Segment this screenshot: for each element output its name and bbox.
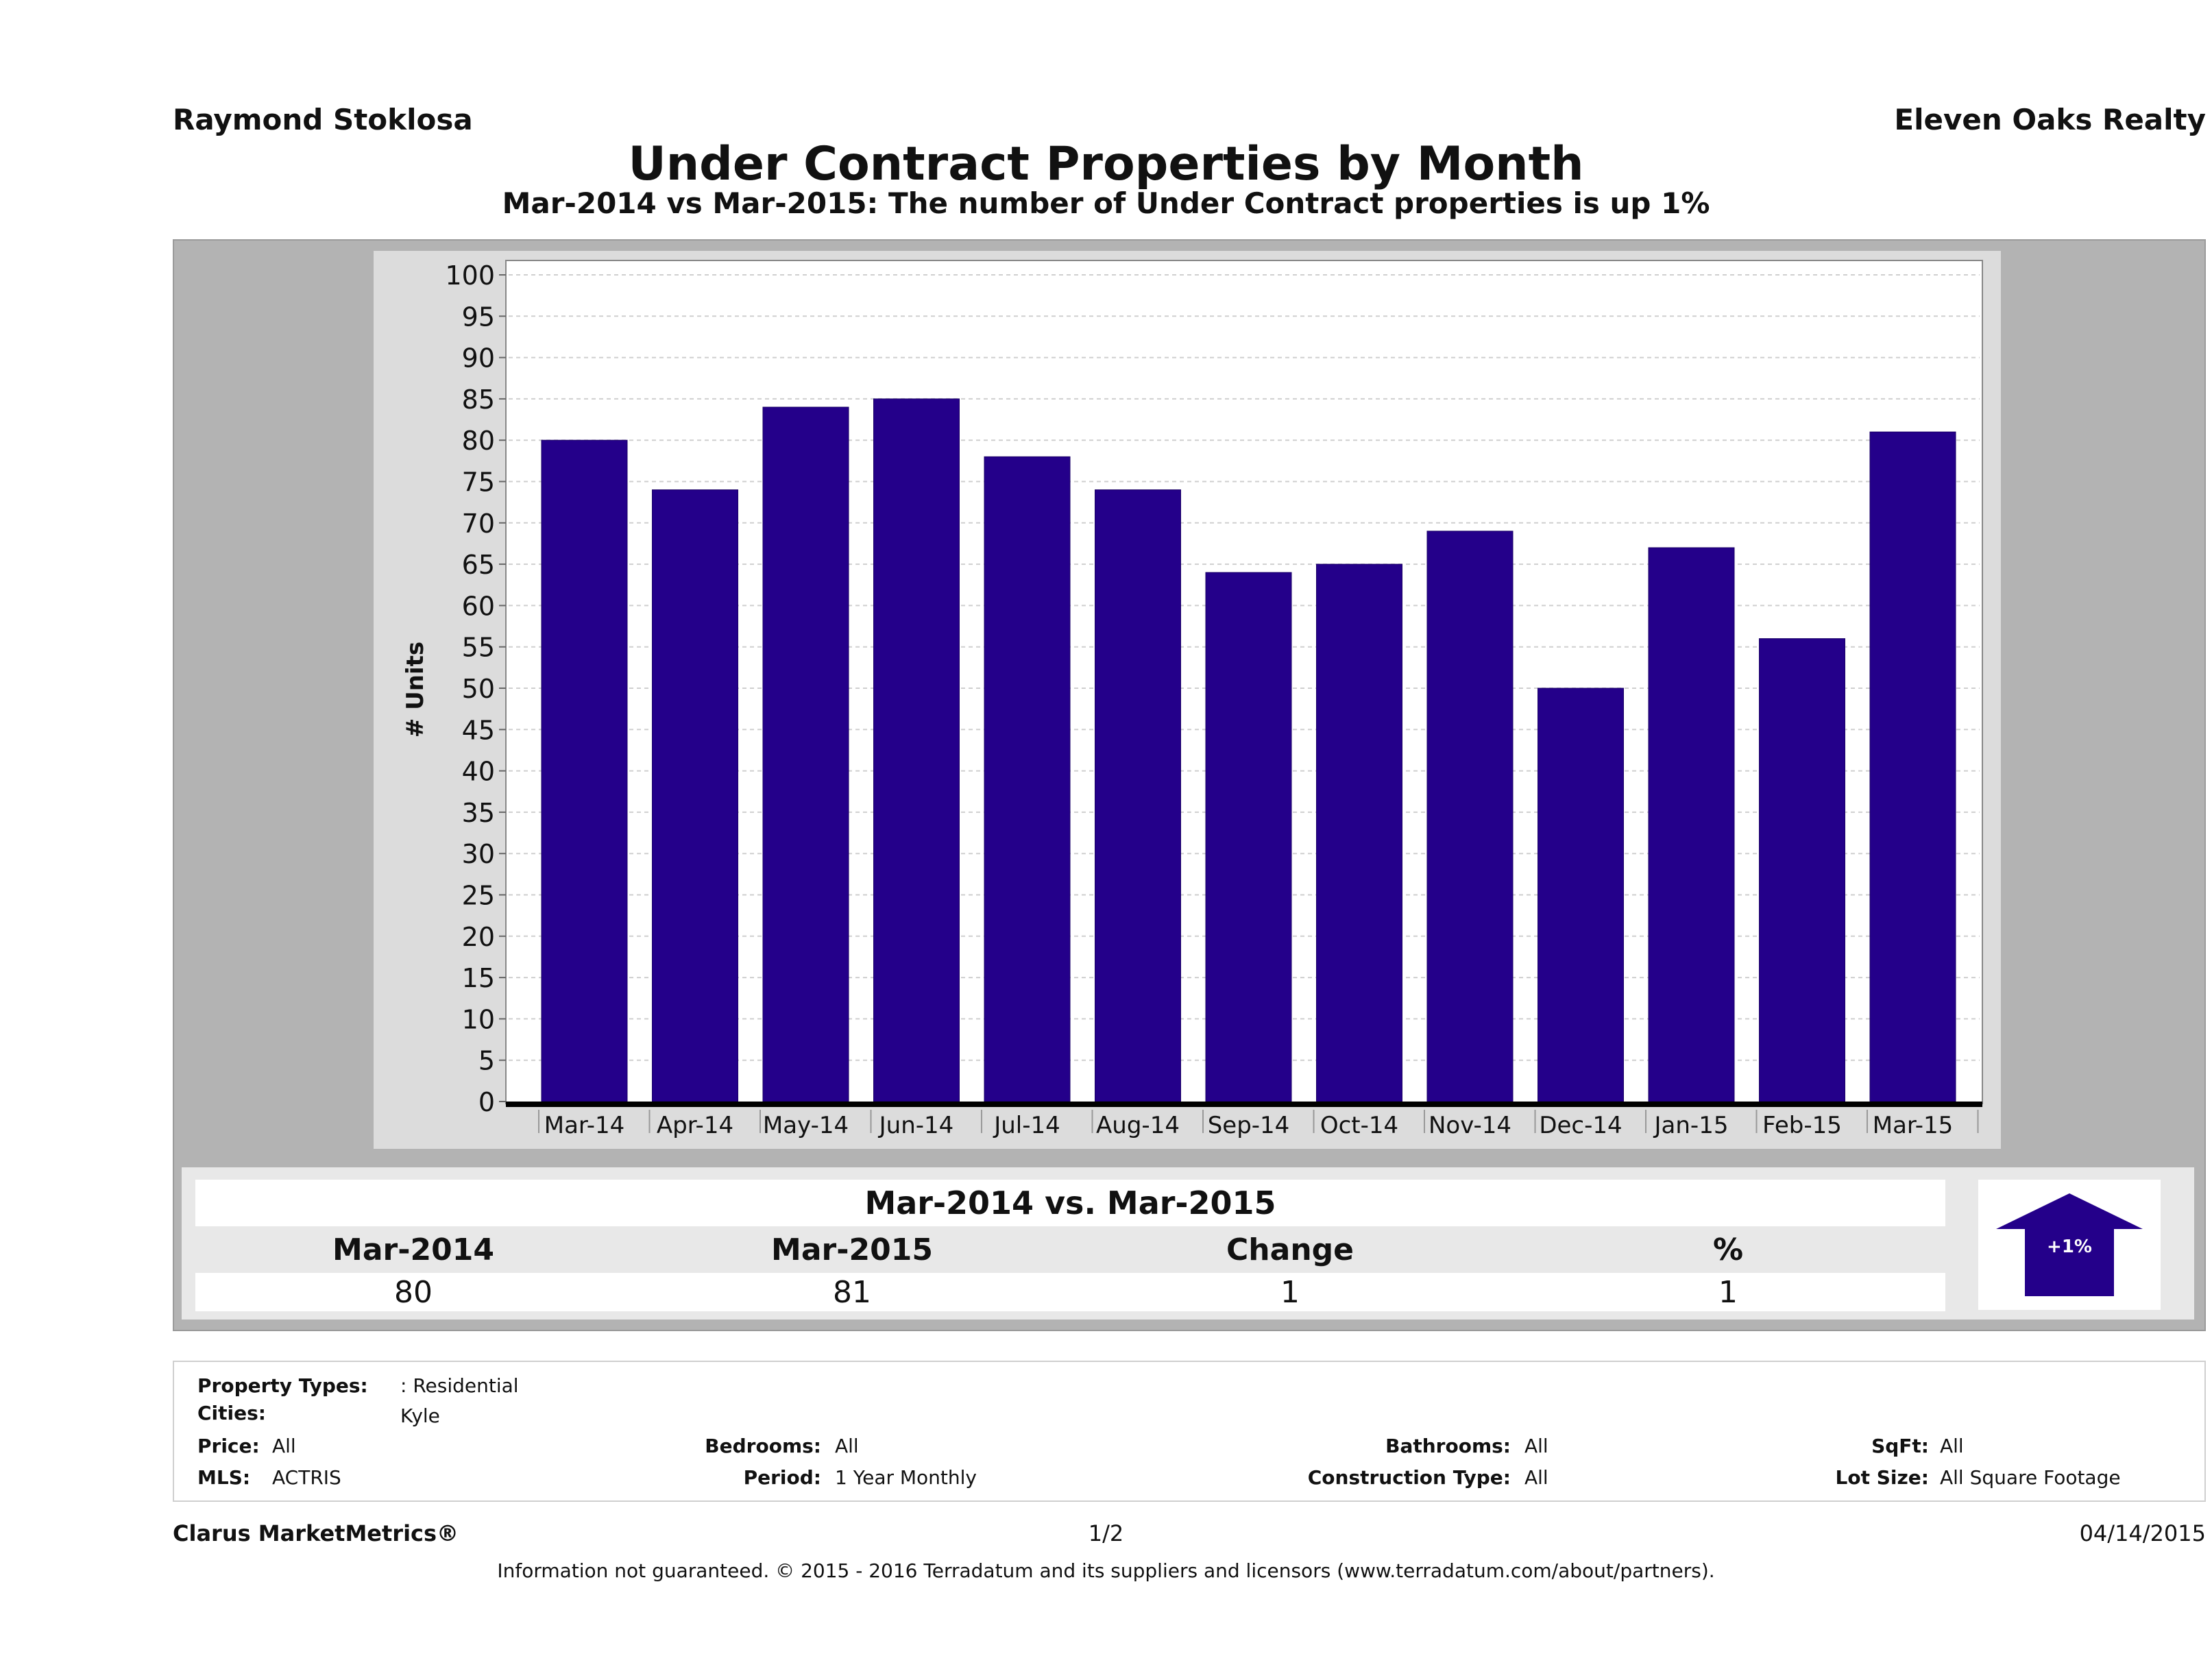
price-label: Price: [197, 1435, 260, 1457]
y-tick-label: 85 [462, 385, 495, 415]
bar-dec-14 [1538, 688, 1624, 1102]
x-tick-label: Sep-14 [1208, 1112, 1290, 1139]
construction-type-label: Construction Type: [1307, 1466, 1511, 1489]
filter-criteria: Property Types: : Residential Cities: Ky… [173, 1361, 2206, 1502]
y-tick-label: 20 [462, 922, 495, 952]
summary-value-mar-2014: 80 [394, 1275, 433, 1310]
bar-jul-14 [984, 456, 1071, 1102]
summary-header-mar-2014: Mar-2014 [332, 1232, 494, 1267]
x-tick-label: Aug-14 [1096, 1112, 1180, 1139]
property-types-label: Property Types: [197, 1374, 368, 1397]
bar-jan-15 [1648, 547, 1735, 1102]
change-indicator: +1% [1978, 1180, 2161, 1310]
x-tick-label: Jan-15 [1653, 1112, 1729, 1139]
bar-may-14 [762, 406, 849, 1102]
x-tick-label: Jul-14 [993, 1112, 1060, 1139]
mls-label: MLS: [197, 1466, 251, 1489]
bar-nov-14 [1426, 531, 1514, 1102]
y-tick-label: 30 [462, 839, 495, 869]
cities-label: Cities: [197, 1402, 266, 1424]
y-tick-label: 100 [445, 260, 495, 291]
price-value: All [272, 1435, 296, 1457]
summary-header-row [195, 1228, 1945, 1272]
summary-value-mar-2015: 81 [833, 1275, 871, 1310]
summary-header-change: Change [1226, 1232, 1354, 1267]
x-tick-label: Mar-14 [544, 1112, 625, 1139]
summary-value-change: 1 [1280, 1275, 1300, 1310]
bars [541, 398, 1956, 1102]
company-name: Eleven Oaks Realty [1894, 103, 2206, 136]
y-tick-label: 40 [462, 757, 495, 787]
y-tick-label: 55 [462, 633, 495, 663]
sqft-value: All [1940, 1435, 1964, 1457]
period-label: Period: [743, 1466, 821, 1489]
y-tick-label: 90 [462, 343, 495, 374]
bar-oct-14 [1316, 563, 1402, 1102]
y-tick-label: 15 [462, 963, 495, 993]
y-tick-label: 50 [462, 674, 495, 704]
up-arrow-icon: +1% [1996, 1193, 2143, 1296]
y-tick-label: 80 [462, 426, 495, 456]
y-axis: 0 5 10 15 20 25 30 35 40 45 50 55 60 65 70 75 80 85 90 95 10… [445, 260, 506, 1117]
bathrooms-label: Bathrooms: [1385, 1435, 1511, 1457]
page-number: 1/2 [1088, 1520, 1124, 1546]
summary-value-percent: 1 [1718, 1275, 1738, 1310]
y-tick-label: 60 [462, 591, 495, 621]
summary-value-row [195, 1273, 1945, 1311]
cities-value: Kyle [400, 1405, 440, 1427]
brand-footer: Clarus MarketMetrics® [173, 1520, 459, 1546]
x-tick-label: May-14 [763, 1112, 849, 1139]
bar-mar-14 [541, 439, 628, 1102]
change-badge: +1% [2047, 1237, 2092, 1257]
property-types-value: : Residential [400, 1374, 519, 1397]
chart-title: Under Contract Properties by Month [628, 137, 1584, 191]
summary-title-row [195, 1180, 1945, 1226]
bedrooms-label: Bedrooms: [705, 1435, 821, 1457]
x-tick-label: Mar-15 [1873, 1112, 1954, 1139]
summary-header-percent: % [1712, 1232, 1744, 1267]
bar-jun-14 [873, 398, 960, 1102]
bar-sep-14 [1205, 572, 1292, 1102]
y-tick-label: 65 [462, 550, 495, 580]
y-tick-label: 70 [462, 509, 495, 539]
x-tick-label: Feb-15 [1762, 1112, 1842, 1139]
y-axis-label: # Units [402, 642, 429, 738]
bathrooms-value: All [1524, 1435, 1548, 1457]
y-tick-label: 25 [462, 881, 495, 911]
x-tick-label: Dec-14 [1539, 1112, 1622, 1139]
x-tick-label: Oct-14 [1320, 1112, 1398, 1139]
sqft-label: SqFt: [1871, 1435, 1929, 1457]
period-value: 1 Year Monthly [835, 1466, 977, 1489]
summary-title: Mar-2014 vs. Mar-2015 [864, 1184, 1276, 1221]
bar-feb-15 [1759, 638, 1845, 1102]
disclaimer: Information not guaranteed. © 2015 - 201… [497, 1559, 1715, 1582]
y-tick-label: 95 [462, 302, 495, 332]
x-axis: Mar-14 Apr-14 May-14 Jun-14 Jul-14 Aug-14 Sep-… [506, 1102, 1982, 1139]
x-tick-label: Apr-14 [657, 1112, 733, 1139]
agent-name: Raymond Stoklosa [173, 103, 473, 136]
lot-size-label: Lot Size: [1835, 1466, 1929, 1489]
bar-aug-14 [1095, 489, 1181, 1102]
y-tick-label: 10 [462, 1004, 495, 1034]
report-date: 04/14/2015 [2079, 1520, 2206, 1546]
bar-mar-15 [1869, 431, 1956, 1102]
bedrooms-value: All [835, 1435, 859, 1457]
x-tick-label: Jun-14 [878, 1112, 954, 1139]
y-tick-label: 0 [478, 1087, 495, 1117]
y-tick-label: 35 [462, 798, 495, 828]
bar-apr-14 [652, 489, 738, 1102]
y-tick-label: 45 [462, 715, 495, 745]
x-tick-label: Nov-14 [1429, 1112, 1511, 1139]
y-tick-label: 5 [478, 1046, 495, 1076]
mls-value: ACTRIS [272, 1466, 341, 1489]
bar-chart: 0 5 10 15 20 25 30 35 40 45 50 55 60 65 70 75 80 85 90 95 10… [402, 260, 1983, 1139]
lot-size-value: All Square Footage [1940, 1466, 2121, 1489]
y-tick-label: 75 [462, 467, 495, 498]
chart-subtitle: Mar-2014 vs Mar-2015: The number of Unde… [502, 186, 1710, 220]
construction-type-value: All [1524, 1466, 1548, 1489]
summary-header-mar-2015: Mar-2015 [771, 1232, 933, 1267]
